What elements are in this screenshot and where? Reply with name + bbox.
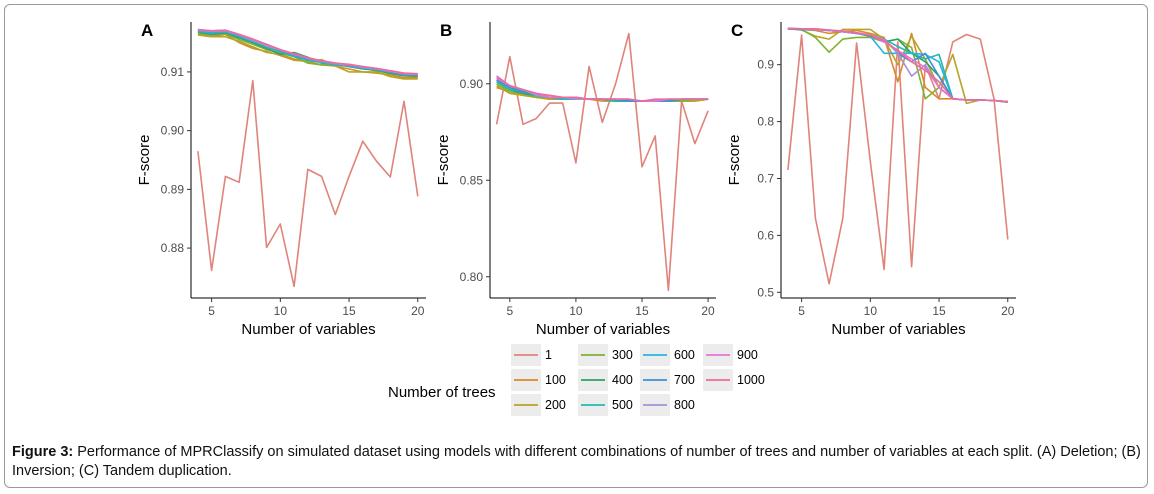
x-tick-label: 5 [506,304,513,318]
chart-panel-a: 0.88 0.89 0.90 0.91 5 10 15 20 Number of variabl… [136,21,426,338]
legend-item: 100 [511,369,566,391]
legend-label: 1 [545,348,552,362]
chart-panel-b: 0.80 0.85 0.90 5 10 15 20 Number of variables F-… [435,21,716,338]
panel-label: B [440,21,452,40]
series-line-1000 [496,75,709,102]
panel-label: C [731,21,743,40]
series-line-1 [787,33,1009,285]
x-tick-label: 5 [208,304,215,318]
caption-label: Figure 3: [12,444,74,460]
legend-label: 900 [737,348,758,362]
x-tick-label: 20 [701,304,715,318]
legend-item: 500 [578,394,633,416]
series-line-1 [197,79,419,288]
legend-label: 800 [674,398,695,412]
x-tick-label: 20 [1001,304,1015,318]
y-axis-title: F-score [136,135,153,186]
legend-item: 400 [578,369,633,391]
legend-item: 1 [511,344,552,366]
x-axis-title: Number of variables [831,321,965,338]
legend-item: 900 [703,344,758,366]
x-tick-label: 10 [569,304,583,318]
y-tick-label: 0.88 [161,241,185,255]
y-tick-label: 0.9 [757,58,774,72]
x-tick-label: 10 [864,304,878,318]
y-tick-label: 0.6 [757,228,774,242]
y-tick-label: 0.89 [161,182,185,196]
figure-caption: Figure 3: Performance of MPRClassify on … [12,443,1142,481]
y-tick-label: 0.91 [161,65,185,79]
x-axis-title: Number of variables [241,321,375,338]
legend-item: 600 [640,344,695,366]
legend-label: 200 [545,398,566,412]
y-tick-label: 0.90 [161,124,185,138]
legend-label: 600 [674,348,695,362]
series-line-800 [496,77,709,102]
legend-title: Number of trees [388,384,496,401]
x-tick-label: 20 [411,304,425,318]
panel-label: A [141,21,153,40]
y-tick-label: 0.7 [757,171,774,185]
y-axis-title: F-score [435,135,452,186]
legend-item: 800 [640,394,695,416]
caption-text: Performance of MPRClassify on simulated … [12,444,1141,479]
chart-panel-c: 0.5 0.6 0.7 0.8 0.9 5 10 15 20 Number of variable… [726,21,1016,338]
legend-label: 400 [612,373,633,387]
x-axis-title: Number of variables [536,321,670,338]
y-tick-label: 0.90 [460,77,484,91]
y-tick-label: 0.85 [460,173,484,187]
legend-label: 100 [545,373,566,387]
series-line-200 [787,28,1008,105]
y-axis-title: F-score [726,135,743,186]
figure-frame [4,4,1148,488]
y-tick-label: 0.5 [757,285,774,299]
y-tick-label: 0.8 [757,115,774,129]
legend: Number of trees 1 100 200 300 400 500 600 700 800… [388,344,765,416]
y-tick-label: 0.80 [460,270,484,284]
x-tick-label: 15 [635,304,649,318]
legend-label: 300 [612,348,633,362]
legend-item: 300 [578,344,633,366]
x-tick-label: 15 [932,304,946,318]
x-tick-label: 5 [798,304,805,318]
legend-label: 700 [674,373,695,387]
series-line-900 [496,77,709,102]
x-tick-label: 10 [274,304,288,318]
series-line-1000 [197,28,418,75]
x-tick-label: 15 [342,304,356,318]
legend-item: 200 [511,394,566,416]
series-line-200 [197,33,418,80]
legend-item: 700 [640,369,695,391]
legend-item: 1000 [703,369,765,391]
legend-label: 1000 [737,373,765,387]
series-line-1000 [787,27,1008,103]
series-line-1 [495,32,709,292]
legend-label: 500 [612,398,633,412]
